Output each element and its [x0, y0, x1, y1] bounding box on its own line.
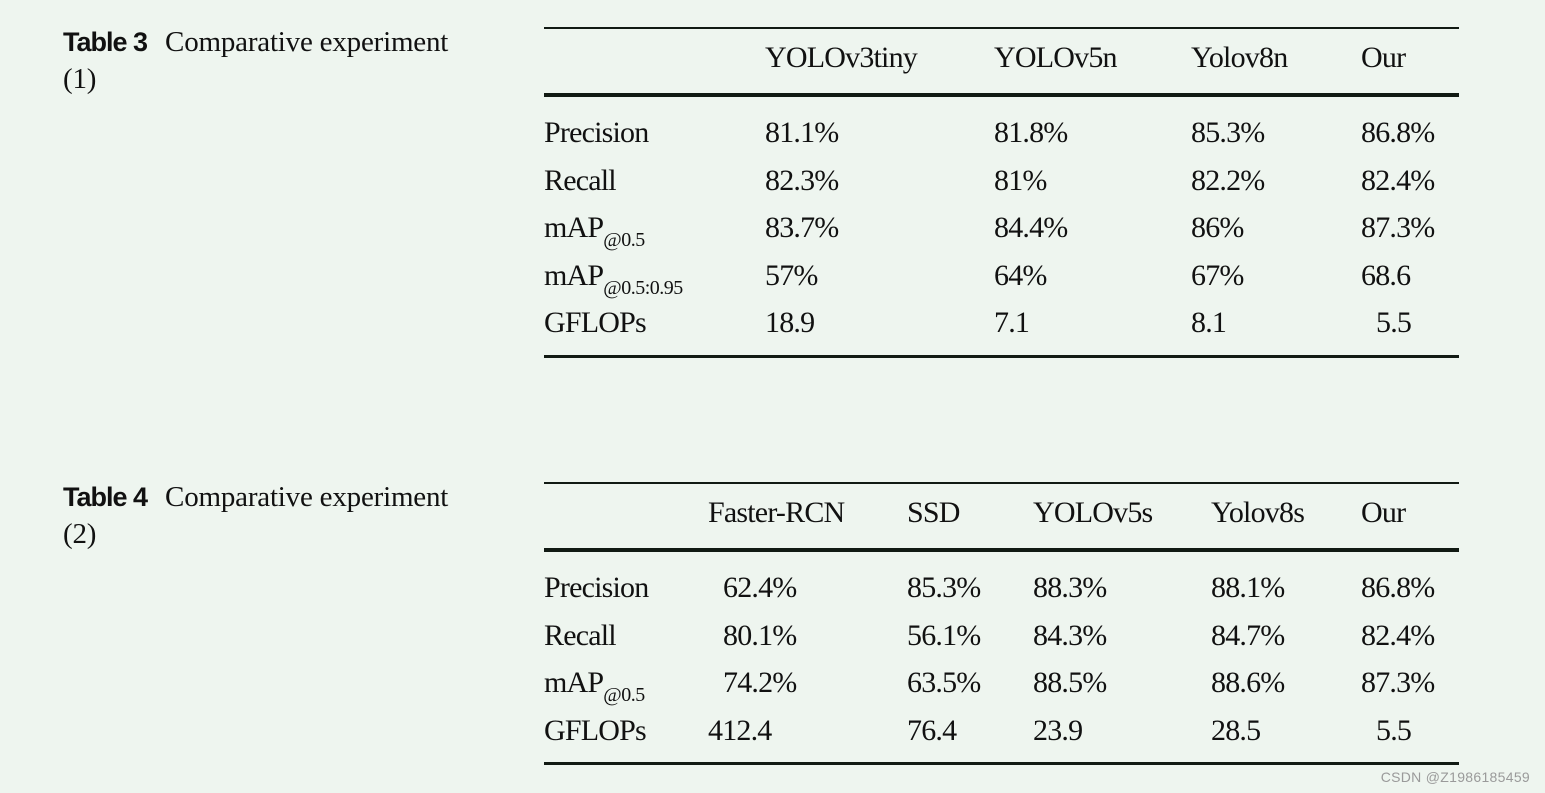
table-4-top-rule: [544, 482, 1459, 484]
table-row: Precision 81.1% 81.8% 85.3% 86.8%: [544, 109, 1459, 157]
table-4-header-row: Faster-RCN SSD YOLOv5s Yolov8s Our: [544, 484, 1459, 548]
row-label: Recall: [544, 618, 617, 652]
table-cell: 62.4%: [723, 571, 797, 604]
row-label: mAP@0.5: [544, 666, 645, 706]
table-cell: 86.8%: [1361, 571, 1435, 604]
table-4-title-line1: Comparative experiment: [165, 481, 449, 513]
row-label: Precision: [544, 116, 649, 149]
column-header: SSD: [907, 496, 960, 529]
column-header: Faster-RCN: [708, 496, 845, 529]
table-cell: 18.9: [765, 306, 815, 339]
table-cell: 88.3%: [1033, 571, 1107, 604]
table-4-bottom-rule: [544, 762, 1459, 765]
row-label: Recall: [544, 163, 617, 197]
table-3-label: Table 3: [63, 27, 148, 57]
table-cell: 68.6: [1361, 258, 1411, 292]
table-3-top-rule: [544, 27, 1459, 29]
table-cell: 76.4: [907, 713, 957, 747]
table-cell: 88.6%: [1211, 666, 1285, 699]
table-cell: 85.3%: [907, 571, 981, 604]
column-header: Yolov8n: [1191, 41, 1288, 74]
table-row: Recall 82.3% 81% 82.2% 82.4%: [544, 157, 1459, 205]
row-label: GFLOPs: [544, 713, 647, 747]
table-cell: 5.5: [1376, 713, 1412, 747]
table-cell: 81%: [994, 163, 1047, 197]
table-3-header-row: YOLOv3tiny YOLOv5n Yolov8n Our: [544, 29, 1459, 93]
table-3-title-line2: (1): [63, 63, 97, 95]
table-row: mAP@0.5:0.95 57% 64% 67% 68.6: [544, 252, 1459, 300]
table-3-title-line1: Comparative experiment: [165, 26, 449, 58]
table-4-header-rule: [544, 548, 1459, 552]
table-cell: 80.1%: [723, 618, 797, 652]
table-3: YOLOv3tiny YOLOv5n Yolov8n Our Precision…: [544, 27, 1459, 358]
table-cell: 82.2%: [1191, 163, 1265, 197]
column-header: Yolov8s: [1211, 496, 1305, 529]
column-header: YOLOv3tiny: [765, 41, 918, 74]
table-cell: 28.5: [1211, 713, 1261, 747]
table-cell: 88.1%: [1211, 571, 1285, 604]
table-cell: 86%: [1191, 211, 1244, 244]
table-cell: 412.4: [708, 713, 772, 747]
table-4: Faster-RCN SSD YOLOv5s Yolov8s Our Preci…: [544, 482, 1459, 765]
table-cell: 8.1: [1191, 306, 1227, 339]
table-row: Recall 80.1% 56.1% 84.3% 84.7% 82.4%: [544, 612, 1459, 660]
table-cell: 86.8%: [1361, 116, 1435, 149]
table-cell: 81.8%: [994, 116, 1068, 149]
row-label: mAP@0.5:0.95: [544, 258, 683, 299]
table-cell: 82.4%: [1361, 618, 1435, 652]
column-header: YOLOv5s: [1033, 496, 1153, 529]
table-cell: 87.3%: [1361, 211, 1435, 244]
table-row: Precision 62.4% 85.3% 88.3% 88.1% 86.8%: [544, 564, 1459, 612]
table-row: GFLOPs 412.4 76.4 23.9 28.5 5.5: [544, 707, 1459, 755]
column-header: YOLOv5n: [994, 41, 1118, 74]
row-label: GFLOPs: [544, 306, 647, 339]
column-header: Our: [1361, 41, 1406, 74]
table-cell: 82.3%: [765, 163, 839, 197]
table-cell: 56.1%: [907, 618, 981, 652]
table-cell: 5.5: [1376, 306, 1412, 339]
table-cell: 57%: [765, 258, 818, 292]
table-cell: 63.5%: [907, 666, 981, 699]
table-cell: 82.4%: [1361, 163, 1435, 197]
table-cell: 84.3%: [1033, 618, 1107, 652]
watermark: CSDN @Z1986185459: [1380, 769, 1530, 785]
table-cell: 7.1: [994, 306, 1030, 339]
table-cell: 83.7%: [765, 211, 839, 244]
table-4-label: Table 4: [63, 482, 148, 512]
table-cell: 23.9: [1033, 713, 1083, 747]
table-3-caption: Table 3 Comparative experiment (1): [63, 24, 503, 98]
column-header: Our: [1361, 496, 1406, 529]
table-row: mAP@0.5 74.2% 63.5% 88.5% 88.6% 87.3%: [544, 659, 1459, 707]
table-cell: 74.2%: [723, 666, 797, 699]
table-4-title-line2: (2): [63, 518, 97, 550]
table-cell: 85.3%: [1191, 116, 1265, 149]
table-cell: 64%: [994, 258, 1047, 292]
table-cell: 84.7%: [1211, 618, 1285, 652]
table-cell: 67%: [1191, 258, 1244, 292]
table-row: GFLOPs 18.9 7.1 8.1 5.5: [544, 299, 1459, 347]
row-label: mAP@0.5: [544, 211, 645, 251]
table-cell: 84.4%: [994, 211, 1068, 244]
table-3-bottom-rule: [544, 354, 1459, 358]
table-cell: 88.5%: [1033, 666, 1107, 699]
table-3-header-rule: [544, 93, 1459, 97]
row-label: Precision: [544, 571, 649, 604]
table-4-caption: Table 4 Comparative experiment (2): [63, 479, 503, 553]
table-row: mAP@0.5 83.7% 84.4% 86% 87.3%: [544, 204, 1459, 252]
table-cell: 81.1%: [765, 116, 839, 149]
table-cell: 87.3%: [1361, 666, 1435, 699]
